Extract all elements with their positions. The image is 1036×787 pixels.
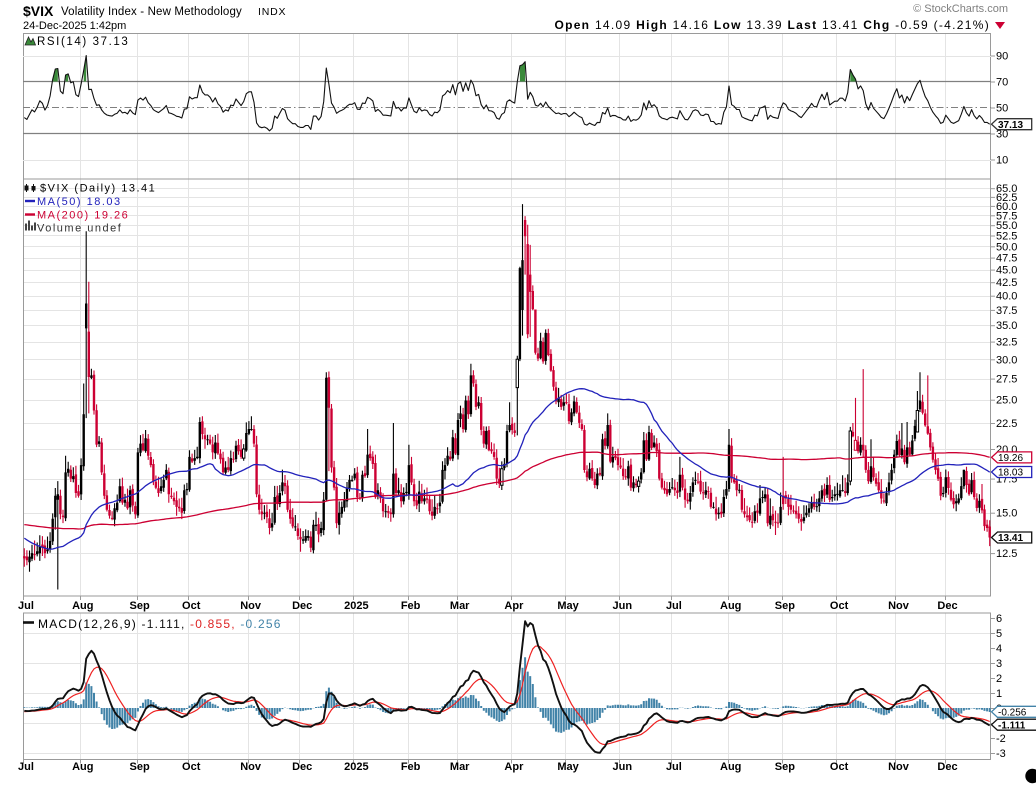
svg-text:Nov: Nov <box>240 600 262 612</box>
svg-text:Aug: Aug <box>72 761 93 773</box>
svg-text:-0.256: -0.256 <box>998 707 1027 718</box>
svg-text:$VIX (Daily) 13.41: $VIX (Daily) 13.41 <box>40 183 156 195</box>
svg-text:70: 70 <box>996 77 1008 89</box>
svg-text:2025: 2025 <box>344 761 368 773</box>
svg-text:© StockCharts.com: © StockCharts.com <box>913 3 1008 15</box>
svg-text:Sep: Sep <box>130 600 150 612</box>
svg-text:52.5: 52.5 <box>996 231 1017 243</box>
svg-text:50.0: 50.0 <box>996 241 1017 253</box>
svg-text:24-Dec-2025 1:42pm: 24-Dec-2025 1:42pm <box>23 20 126 32</box>
svg-text:50: 50 <box>996 103 1008 115</box>
svg-text:RSI(14) 37.13: RSI(14) 37.13 <box>37 36 129 48</box>
svg-text:55.0: 55.0 <box>996 220 1017 232</box>
svg-text:Nov: Nov <box>240 761 262 773</box>
svg-text:Feb: Feb <box>401 761 421 773</box>
svg-text:Aug: Aug <box>72 600 93 612</box>
svg-text:Volatility Index - New Methodo: Volatility Index - New Methodology <box>61 6 242 18</box>
svg-text:Aug: Aug <box>720 761 741 773</box>
svg-text:2025: 2025 <box>344 600 368 612</box>
svg-text:35.0: 35.0 <box>996 320 1017 332</box>
svg-text:2: 2 <box>996 673 1002 685</box>
svg-text:60.0: 60.0 <box>996 201 1017 213</box>
svg-text:Mar: Mar <box>450 600 470 612</box>
svg-text:-3: -3 <box>996 748 1006 760</box>
svg-text:40.0: 40.0 <box>996 291 1017 303</box>
svg-text:19.26: 19.26 <box>998 453 1023 464</box>
svg-text:Jul: Jul <box>666 600 682 612</box>
svg-text:Dec: Dec <box>937 761 957 773</box>
svg-text:30: 30 <box>996 129 1008 141</box>
svg-text:Oct: Oct <box>830 761 849 773</box>
svg-text:27.5: 27.5 <box>996 374 1017 386</box>
svg-text:Jun: Jun <box>613 600 633 612</box>
svg-text:Dec: Dec <box>292 761 312 773</box>
svg-text:6: 6 <box>996 613 1002 625</box>
svg-text:30.0: 30.0 <box>996 354 1017 366</box>
svg-text:5: 5 <box>996 628 1002 640</box>
svg-text:32.5: 32.5 <box>996 337 1017 349</box>
svg-text:1: 1 <box>996 688 1002 700</box>
svg-text:Oct: Oct <box>182 761 201 773</box>
svg-text:42.5: 42.5 <box>996 277 1017 289</box>
svg-text:MA(50) 18.03: MA(50) 18.03 <box>37 196 122 208</box>
svg-text:$VIX: $VIX <box>23 3 54 19</box>
svg-text:45.0: 45.0 <box>996 265 1017 277</box>
svg-text:10: 10 <box>996 155 1008 167</box>
svg-text:Mar: Mar <box>450 761 470 773</box>
svg-text:65.0: 65.0 <box>996 183 1017 195</box>
svg-text:13.41: 13.41 <box>998 533 1023 544</box>
svg-text:Jul: Jul <box>18 761 34 773</box>
svg-text:Jul: Jul <box>666 761 682 773</box>
svg-text:Open 14.09 High 14.16 Low 13.3: Open 14.09 High 14.16 Low 13.39 Last 13.… <box>554 18 990 32</box>
svg-text:INDX: INDX <box>258 6 286 18</box>
svg-text:3: 3 <box>996 658 1002 670</box>
svg-text:37.13: 37.13 <box>998 120 1023 131</box>
svg-text:12.5: 12.5 <box>996 548 1017 560</box>
svg-text:57.5: 57.5 <box>996 210 1017 222</box>
svg-text:Sep: Sep <box>775 761 795 773</box>
svg-text:Apr: Apr <box>504 761 524 773</box>
svg-text:Feb: Feb <box>401 600 421 612</box>
svg-text:Jun: Jun <box>613 761 633 773</box>
svg-text:4: 4 <box>996 643 1002 655</box>
svg-text:22.5: 22.5 <box>996 418 1017 430</box>
svg-text:Sep: Sep <box>775 600 795 612</box>
svg-text:-1.111: -1.111 <box>998 720 1026 731</box>
svg-text:37.5: 37.5 <box>996 305 1017 317</box>
svg-text:18.03: 18.03 <box>998 468 1023 479</box>
svg-text:Jul: Jul <box>18 600 34 612</box>
svg-text:MACD(12,26,9) -1.111, -0.855,: MACD(12,26,9) -1.111, -0.855, -0.256 <box>38 617 282 631</box>
svg-text:47.5: 47.5 <box>996 253 1017 265</box>
svg-text:Oct: Oct <box>182 600 201 612</box>
svg-text:Dec: Dec <box>292 600 312 612</box>
svg-text:Sep: Sep <box>130 761 150 773</box>
svg-text:May: May <box>557 761 579 773</box>
svg-text:Dec: Dec <box>937 600 957 612</box>
svg-text:90: 90 <box>996 51 1008 63</box>
svg-text:62.5: 62.5 <box>996 192 1017 204</box>
svg-text:Apr: Apr <box>504 600 524 612</box>
svg-text:MA(200) 19.26: MA(200) 19.26 <box>37 210 129 222</box>
svg-text:Aug: Aug <box>720 600 741 612</box>
svg-text:15.0: 15.0 <box>996 508 1017 520</box>
svg-text:-2: -2 <box>996 733 1006 745</box>
svg-text:Volume undef: Volume undef <box>37 223 122 235</box>
svg-text:Nov: Nov <box>888 600 910 612</box>
svg-text:May: May <box>557 600 579 612</box>
svg-text:Nov: Nov <box>888 761 910 773</box>
svg-text:25.0: 25.0 <box>996 395 1017 407</box>
svg-text:Oct: Oct <box>830 600 849 612</box>
